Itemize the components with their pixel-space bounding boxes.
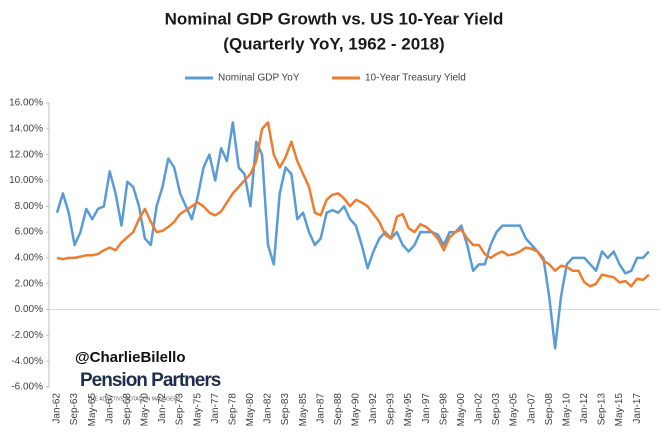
x-tick-label: Jan-67 [104, 393, 115, 424]
x-tick-label: Jan-17 [632, 393, 643, 424]
chart-title: Nominal GDP Growth vs. US 10-Year Yield [165, 9, 504, 28]
x-tick-label: Jan-87 [315, 393, 326, 424]
y-tick-label: -4.00% [11, 356, 43, 367]
x-tick-label: May-70 [140, 393, 151, 427]
y-tick-label: 4.00% [15, 253, 43, 264]
x-tick-label: Jan-72 [157, 393, 168, 424]
x-tick-label: May-65 [87, 393, 98, 427]
logo-tagline: THE ADAPTIVE ROTATION MANAGERS [88, 396, 181, 402]
x-tick-label: Sep-03 [491, 393, 502, 426]
x-tick-label: Sep-08 [544, 393, 555, 426]
x-tick-label: May-10 [561, 393, 572, 427]
x-tick-label: Sep-13 [597, 393, 608, 426]
x-tick-label: Sep-93 [386, 393, 397, 426]
x-tick-label: May-80 [245, 393, 256, 427]
x-tick-label: Sep-68 [122, 393, 133, 426]
x-tick-label: Jan-12 [579, 393, 590, 424]
series-line [55, 121, 650, 350]
y-tick-label: 0.00% [15, 304, 43, 315]
logo: Pension Partners [80, 370, 221, 391]
y-tick-label: 8.00% [15, 201, 43, 212]
x-tick-label: May-85 [298, 393, 309, 427]
y-tick-label: 16.00% [9, 98, 43, 109]
x-tick-label: Sep-78 [227, 393, 238, 426]
x-tick-label: Jan-82 [263, 393, 274, 424]
handle: @CharlieBilello [75, 349, 186, 366]
x-tick-label: Jan-02 [474, 393, 485, 424]
y-tick-label: -6.00% [11, 382, 43, 393]
y-tick-label: 12.00% [9, 149, 43, 160]
legend-label: Nominal GDP YoY [218, 73, 300, 84]
y-tick-label: 10.00% [9, 175, 43, 186]
x-tick-label: May-15 [614, 393, 625, 427]
x-tick-label: Jan-77 [210, 393, 221, 424]
x-tick-label: May-90 [351, 393, 362, 427]
x-tick-label: Sep-63 [69, 393, 80, 426]
x-tick-label: May-75 [192, 393, 203, 427]
x-tick-label: Sep-88 [333, 393, 344, 426]
x-tick-label: Sep-83 [280, 393, 291, 426]
x-tick-label: Sep-98 [438, 393, 449, 426]
y-tick-label: 2.00% [15, 278, 43, 289]
x-tick-label: May-05 [509, 393, 520, 427]
x-tick-label: Jan-97 [421, 393, 432, 424]
y-tick-label: -2.00% [11, 330, 43, 341]
x-tick-label: Jan-92 [368, 393, 379, 424]
x-tick-label: May-00 [456, 393, 467, 427]
chart-subtitle: (Quarterly YoY, 1962 - 2018) [223, 34, 444, 53]
x-tick-label: Jan-62 [52, 393, 63, 424]
series-line [56, 121, 650, 288]
legend-label: 10-Year Treasury Yield [365, 73, 466, 84]
x-tick-label: Sep-73 [175, 393, 186, 426]
x-tick-label: Jan-07 [526, 393, 537, 424]
y-tick-label: 6.00% [15, 227, 43, 238]
y-tick-label: 14.00% [9, 123, 43, 134]
x-tick-label: May-95 [403, 393, 414, 427]
